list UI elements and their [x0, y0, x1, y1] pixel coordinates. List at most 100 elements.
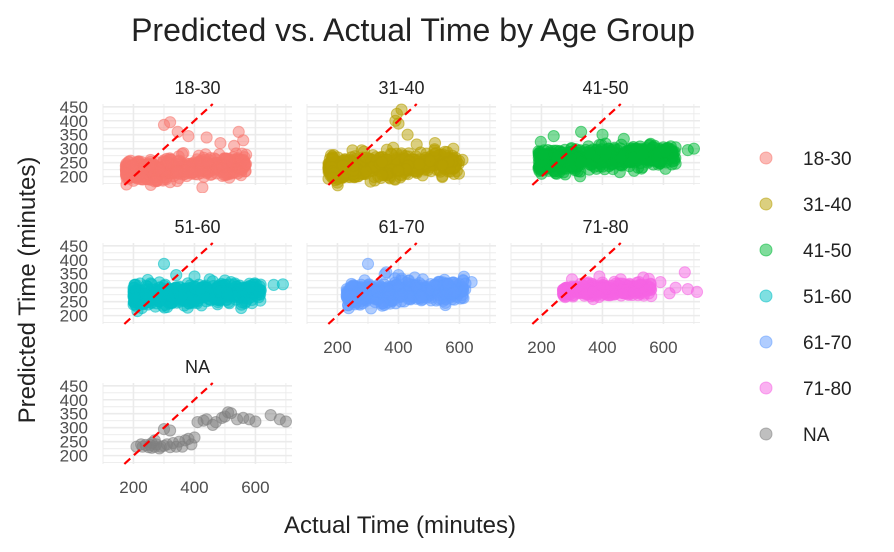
- legend-label: 18-30: [803, 149, 852, 170]
- data-point: [614, 151, 628, 164]
- panel-71-80: 71-80 200 400 600: [510, 217, 704, 357]
- data-point: [224, 276, 238, 289]
- data-point: [576, 279, 589, 292]
- data-point: [415, 290, 428, 303]
- panel-41-50: 41-50: [510, 78, 701, 186]
- legend-key: [759, 427, 773, 441]
- y-tick-label: 400: [60, 251, 88, 270]
- data-point: [584, 147, 597, 160]
- data-point: [456, 153, 469, 166]
- reference-line: [123, 242, 214, 325]
- data-point: [336, 159, 349, 172]
- chart-title: Predicted vs. Actual Time by Age Group: [131, 12, 695, 48]
- y-tick-label: 400: [60, 112, 88, 131]
- data-point: [583, 158, 596, 171]
- data-point: [182, 130, 195, 143]
- x-axis-label: Actual Time (minutes): [284, 512, 516, 539]
- legend-item: 61-70: [759, 333, 852, 354]
- legend-label: 71-80: [803, 379, 852, 400]
- legend-label: 31-40: [803, 195, 852, 216]
- points: [322, 103, 469, 192]
- data-point: [392, 117, 405, 130]
- reference-line: [531, 242, 622, 325]
- data-point: [218, 168, 231, 181]
- data-point: [243, 280, 256, 293]
- data-point: [279, 415, 292, 428]
- data-point: [595, 143, 608, 156]
- facet-label: 71-80: [582, 217, 628, 237]
- data-point: [164, 116, 177, 129]
- data-point: [592, 290, 606, 304]
- y-tick-label: 300: [60, 140, 88, 159]
- data-point: [164, 424, 177, 437]
- x-tick-label: 600: [445, 338, 473, 357]
- y-tick-label: 250: [60, 154, 88, 173]
- points: [556, 266, 704, 306]
- data-point: [596, 128, 609, 141]
- legend-label: NA: [803, 425, 830, 446]
- data-point: [535, 167, 548, 180]
- y-tick-label: 200: [60, 447, 88, 466]
- y-tick-label: 450: [60, 237, 88, 256]
- data-point: [326, 150, 339, 163]
- x-tick-label: 400: [384, 338, 412, 357]
- data-point: [376, 169, 389, 182]
- data-point: [441, 277, 454, 290]
- data-point: [465, 276, 478, 289]
- data-point: [644, 137, 657, 150]
- data-point: [663, 287, 676, 300]
- panel-31-40: 31-40: [306, 78, 496, 192]
- legend-key: [759, 335, 773, 349]
- reference-line: [531, 103, 622, 186]
- legend-key: [759, 243, 773, 257]
- facet-label: 31-40: [378, 78, 424, 98]
- facet-label: 61-70: [378, 217, 424, 237]
- data-point: [614, 273, 627, 286]
- data-point: [596, 160, 609, 173]
- data-point: [410, 138, 423, 151]
- y-tick-label: 350: [60, 405, 88, 424]
- data-point: [565, 273, 579, 286]
- data-point: [669, 141, 682, 154]
- data-point: [188, 270, 201, 283]
- reference-line: [327, 242, 418, 325]
- data-point: [239, 158, 253, 171]
- data-point: [221, 289, 234, 302]
- data-point: [175, 289, 188, 302]
- data-point: [364, 175, 377, 188]
- legend-label: 51-60: [803, 287, 852, 308]
- y-tick-label: 300: [60, 279, 88, 298]
- reference-line: [327, 103, 418, 186]
- data-point: [436, 159, 449, 172]
- legend-item: 18-30: [759, 149, 852, 170]
- data-point: [654, 276, 667, 289]
- data-point: [416, 273, 429, 286]
- data-point: [424, 155, 437, 168]
- data-point: [447, 142, 460, 155]
- data-point: [169, 281, 182, 294]
- reference-line: [123, 103, 214, 186]
- data-point: [632, 276, 646, 289]
- points: [127, 257, 289, 318]
- data-point: [430, 294, 443, 307]
- data-point: [392, 269, 405, 282]
- legend-key: [759, 381, 773, 395]
- legend-label: 41-50: [803, 241, 852, 262]
- data-point: [645, 290, 658, 303]
- y-tick-label: 450: [60, 98, 88, 117]
- points: [532, 125, 701, 183]
- data-point: [155, 289, 168, 302]
- data-point: [345, 277, 358, 291]
- data-point: [617, 132, 630, 145]
- data-point: [428, 137, 442, 150]
- data-point: [401, 128, 414, 141]
- data-point: [361, 257, 375, 270]
- data-point: [360, 151, 373, 164]
- data-point: [613, 166, 626, 179]
- y-tick-label: 250: [60, 293, 88, 312]
- data-point: [193, 283, 206, 296]
- legend-item: 71-80: [759, 379, 852, 400]
